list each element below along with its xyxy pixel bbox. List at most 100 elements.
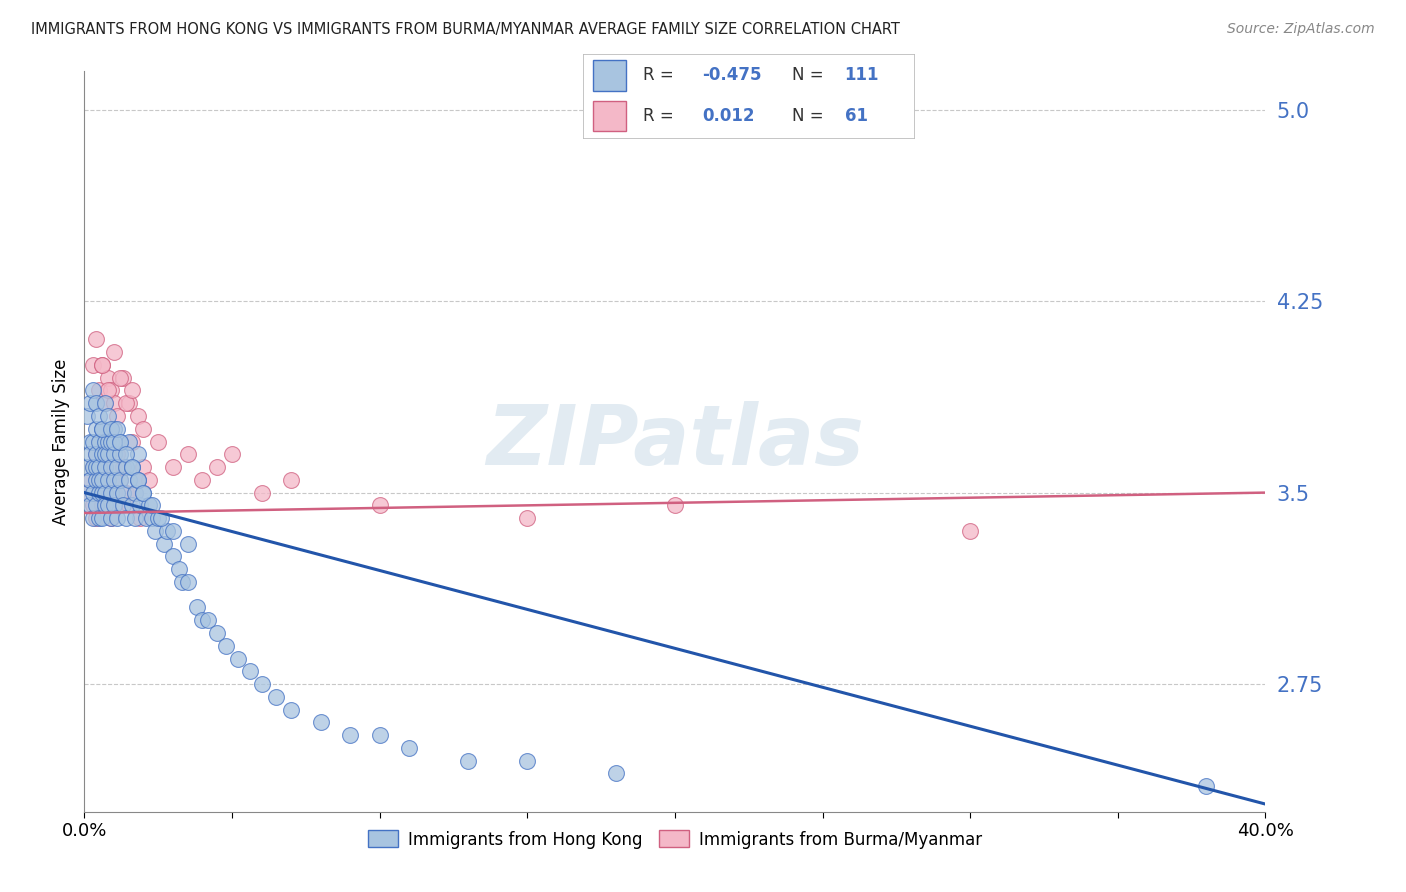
Point [103, 434, 125, 449]
Point [516, 754, 538, 768]
Point [97, 409, 120, 423]
Point [103, 460, 125, 475]
Point [87, 485, 111, 500]
Point [132, 485, 155, 500]
Point [84, 447, 107, 461]
Text: 111: 111 [845, 66, 879, 84]
Point [105, 485, 128, 500]
Y-axis label: Average Family Size: Average Family Size [52, 359, 70, 524]
Point [103, 447, 125, 461]
Point [129, 511, 152, 525]
Point [108, 370, 131, 384]
Point [91, 358, 114, 372]
Point [108, 473, 131, 487]
Point [177, 536, 200, 550]
Point [457, 754, 479, 768]
Point [84, 333, 107, 347]
Point [94, 447, 117, 461]
Point [84, 422, 107, 436]
Point [114, 447, 136, 461]
Point [309, 715, 332, 730]
Point [79, 447, 101, 461]
Point [100, 434, 122, 449]
Point [103, 485, 125, 500]
Point [76, 485, 98, 500]
Point [105, 511, 128, 525]
Point [97, 370, 120, 384]
Text: N =: N = [792, 107, 824, 125]
Point [132, 422, 155, 436]
Point [121, 434, 143, 449]
Point [368, 728, 391, 742]
Point [141, 511, 163, 525]
Point [121, 384, 143, 398]
Point [87, 409, 111, 423]
Point [100, 422, 122, 436]
Point [105, 422, 128, 436]
Point [207, 626, 229, 640]
Point [76, 460, 98, 475]
Text: 61: 61 [845, 107, 868, 125]
Point [103, 396, 125, 410]
Point [191, 613, 214, 627]
Point [87, 434, 111, 449]
Point [105, 460, 128, 475]
Point [87, 473, 111, 487]
Point [127, 473, 149, 487]
Point [91, 473, 114, 487]
Point [664, 499, 686, 513]
Point [132, 460, 155, 475]
Point [94, 499, 117, 513]
Point [108, 434, 131, 449]
Point [91, 511, 114, 525]
Point [79, 499, 101, 513]
Point [250, 677, 273, 691]
Point [141, 499, 163, 513]
Point [250, 485, 273, 500]
Point [79, 396, 101, 410]
Point [82, 499, 104, 513]
Point [129, 499, 152, 513]
Point [94, 396, 117, 410]
Point [127, 409, 149, 423]
Point [114, 460, 136, 475]
Point [148, 511, 170, 525]
Point [162, 524, 184, 538]
Point [97, 499, 120, 513]
Point [162, 549, 184, 564]
Point [127, 473, 149, 487]
Text: IMMIGRANTS FROM HONG KONG VS IMMIGRANTS FROM BURMA/MYANMAR AVERAGE FAMILY SIZE C: IMMIGRANTS FROM HONG KONG VS IMMIGRANTS … [31, 22, 900, 37]
Point [516, 511, 538, 525]
Point [114, 485, 136, 500]
Point [111, 370, 134, 384]
Point [87, 434, 111, 449]
Point [100, 473, 122, 487]
Point [94, 485, 117, 500]
Point [82, 434, 104, 449]
FancyBboxPatch shape [593, 61, 627, 91]
Point [177, 574, 200, 589]
FancyBboxPatch shape [593, 101, 627, 131]
Point [94, 485, 117, 500]
Point [162, 460, 184, 475]
Point [94, 434, 117, 449]
Point [87, 460, 111, 475]
Point [339, 728, 361, 742]
Point [266, 690, 288, 704]
Point [105, 447, 128, 461]
Text: N =: N = [792, 66, 824, 84]
Point [82, 460, 104, 475]
Point [91, 422, 114, 436]
Point [108, 473, 131, 487]
Point [84, 473, 107, 487]
Point [87, 473, 111, 487]
Point [76, 409, 98, 423]
Point [156, 524, 179, 538]
Point [79, 473, 101, 487]
Point [97, 434, 120, 449]
Point [368, 499, 391, 513]
Point [91, 447, 114, 461]
Point [91, 485, 114, 500]
Point [170, 574, 193, 589]
Point [82, 460, 104, 475]
